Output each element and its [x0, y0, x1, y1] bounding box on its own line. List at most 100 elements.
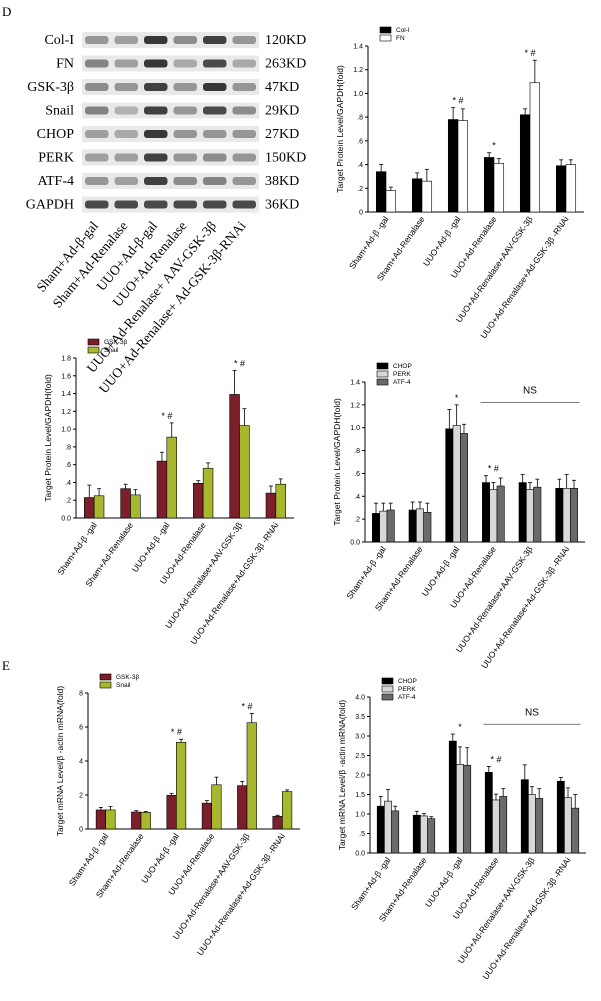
- y-tick-label: .2: [354, 517, 360, 524]
- blot-band: [203, 130, 227, 138]
- blot-protein-label: Col-I: [44, 33, 74, 48]
- bar-atf-4: [535, 798, 544, 854]
- y-tick-label: 1.0: [355, 812, 365, 819]
- blot-protein-label: Snail: [45, 104, 74, 119]
- legend-swatch: [99, 681, 112, 689]
- blot-band-size: 263KD: [265, 57, 306, 72]
- bar-atf-4: [499, 796, 508, 854]
- y-tick-label: .6: [354, 471, 360, 478]
- blot-strip: [82, 196, 259, 213]
- blot-band: [85, 177, 109, 185]
- blot-band: [114, 83, 138, 91]
- blot-band: [203, 83, 227, 91]
- bar-snail: [93, 495, 105, 519]
- blot-band: [85, 106, 109, 115]
- legend-label: FN: [396, 35, 405, 42]
- chart-gsk3b-snail-mrna: 0 2 4 6 8 Target mRNA Level/β -actin mRNA(fol…: [55, 673, 300, 957]
- bar-snail: [275, 483, 286, 519]
- significance-mark: * #: [171, 727, 182, 737]
- significance-mark: *: [458, 722, 462, 732]
- bar-snail: [202, 467, 214, 519]
- blot-protein-label: CHOP: [37, 127, 75, 142]
- blot-band: [232, 177, 256, 185]
- y-tick-label: 3.5: [355, 714, 365, 721]
- legend-swatch: [376, 362, 389, 370]
- bar-gsk-3-: [229, 394, 240, 519]
- y-tick-label: 4.0: [355, 695, 365, 702]
- bar-perk: [452, 425, 461, 543]
- blot-band: [114, 200, 138, 209]
- y-tick-label: .5: [359, 831, 365, 838]
- blot-band: [85, 83, 109, 91]
- bar-snail: [176, 741, 187, 830]
- blot-strip: [82, 32, 259, 48]
- bar-gsk-3-: [201, 802, 212, 830]
- bar-fn: [421, 180, 433, 213]
- y-tick-label: .4: [65, 480, 71, 487]
- blot-band: [232, 36, 256, 44]
- x-tick-label: UUO+Ad-β -gal: [421, 214, 463, 268]
- y-tick-label: .4: [354, 494, 360, 501]
- legend-swatch: [379, 26, 392, 34]
- blot-protein-label: GAPDH: [26, 198, 74, 213]
- blot-band: [173, 106, 197, 115]
- y-tick-label: .4: [357, 162, 363, 169]
- legend-swatch: [87, 338, 100, 346]
- western-blot: Col-I 120KD FN 263KD GSK-3β 47KD Snail 29KD CHOP…: [26, 32, 306, 396]
- bar-gsk-3-: [84, 497, 95, 519]
- bar-atf-4: [571, 807, 580, 854]
- bar-gsk-3-: [166, 795, 177, 830]
- legend-swatch: [381, 693, 394, 701]
- y-tick-label: 1.5: [355, 792, 365, 799]
- blot-strip: [82, 126, 259, 142]
- bar-fn: [493, 163, 505, 213]
- bar-gsk-3-: [131, 811, 142, 830]
- legend-label: ATF-4: [398, 694, 416, 701]
- bar-chop: [520, 779, 529, 854]
- y-tick-label: 2.0: [355, 773, 365, 780]
- blot-band: [114, 36, 138, 44]
- blot-band: [85, 153, 109, 162]
- blot-band: [85, 130, 109, 138]
- blot-band-size: 38KD: [265, 174, 299, 189]
- blot-band-size: 27KD: [265, 127, 299, 142]
- bar-col-i: [519, 114, 531, 213]
- blot-protein-label: ATF-4: [37, 174, 74, 189]
- bar-atf-4: [533, 486, 542, 543]
- blot-band: [232, 153, 256, 162]
- blot-band: [114, 153, 138, 162]
- bar-fn: [529, 82, 541, 213]
- bar-perk: [489, 489, 498, 543]
- blot-band: [114, 106, 138, 115]
- bar-atf-4: [427, 818, 436, 854]
- legend-label: PERK: [398, 686, 416, 693]
- legend-label: Snail: [104, 347, 119, 354]
- bar-atf-4: [496, 485, 505, 543]
- blot-band: [85, 36, 109, 44]
- bar-atf-4: [460, 433, 468, 543]
- blot-band: [114, 59, 138, 68]
- bar-snail: [282, 791, 293, 830]
- y-axis-label: Target mRNA Level/β -actin mRNA(fold): [337, 700, 347, 851]
- x-tick-label: UUO+Ad-β -gal: [130, 520, 172, 574]
- bar-perk: [526, 489, 534, 543]
- blot-strip: [82, 79, 259, 95]
- x-tick-label: Sham+Ad-β -gal: [344, 544, 388, 600]
- y-axis-label: Target mRNA Level/β -actin mRNA(fold): [55, 686, 65, 837]
- legend-label: PERK: [393, 371, 411, 378]
- panel-label-e: E: [2, 658, 10, 673]
- y-tick-label: 0: [79, 827, 83, 834]
- blot-strip: [82, 55, 259, 72]
- blot-band: [203, 106, 227, 115]
- bar-atf-4: [570, 487, 578, 543]
- bar-perk: [379, 510, 388, 543]
- legend-swatch: [99, 673, 112, 681]
- legend-swatch: [376, 370, 389, 378]
- bar-col-i: [411, 178, 423, 213]
- bar-perk: [528, 794, 536, 854]
- legend-label: ATF-4: [393, 379, 411, 386]
- bar-col-i: [483, 157, 495, 213]
- panel-label-d: D: [2, 4, 11, 19]
- chart-col1-fn: 0 .2 .4 .6 .8 1.0 1.2 1.4 Target Protein Level/G…: [335, 26, 584, 340]
- bar-atf-4: [391, 810, 400, 854]
